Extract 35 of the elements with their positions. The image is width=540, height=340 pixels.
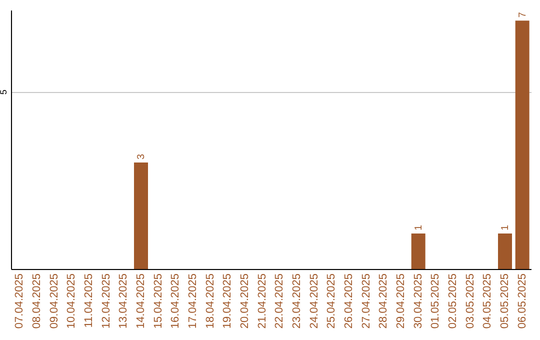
x-tick-label: 14.04.2025 [135,274,147,329]
x-tick-label: 23.04.2025 [291,274,303,329]
x-tick-label: 17.04.2025 [187,274,199,329]
x-tick-label: 18.04.2025 [204,274,216,329]
x-tick-label: 04.05.2025 [482,274,494,329]
x-tick-label: 06.05.2025 [516,274,528,329]
x-tick-label: 13.04.2025 [118,274,130,329]
x-tick-label: 24.04.2025 [308,274,320,329]
data-label: 7 [517,12,528,18]
x-tick-label: 05.05.2025 [499,274,511,329]
x-tick-label: 29.04.2025 [395,274,407,329]
x-tick-label: 22.04.2025 [274,274,286,329]
data-label: 3 [136,154,147,160]
x-tick-label: 10.04.2025 [66,274,78,329]
data-label: 1 [413,224,424,231]
x-tick-label: 08.04.2025 [31,274,43,329]
y-tick-label: 5 [0,90,8,95]
x-tick-label: 28.04.2025 [378,274,390,329]
x-tick-label: 09.04.2025 [48,274,60,329]
x-tick-label: 01.05.2025 [430,274,442,329]
x-tick-label: 12.04.2025 [100,274,112,329]
x-tick-label: 27.04.2025 [360,274,372,329]
x-tick-label: 03.05.2025 [464,274,476,329]
x-tick-label: 25.04.2025 [326,274,338,329]
data-label: 1 [500,224,511,231]
x-tick-label: 02.05.2025 [447,274,459,329]
x-tick-label: 15.04.2025 [152,274,164,329]
x-tick-label: 16.04.2025 [170,274,182,329]
x-tick-label: 20.04.2025 [239,274,251,329]
x-tick-label: 07.04.2025 [14,274,26,329]
x-tick-label: 21.04.2025 [256,274,268,329]
x-tick-label: 19.04.2025 [222,274,234,329]
x-tick-label: 30.04.2025 [412,274,424,329]
x-tick-label: 26.04.2025 [343,274,355,329]
x-tick-label: 11.04.2025 [83,274,95,328]
